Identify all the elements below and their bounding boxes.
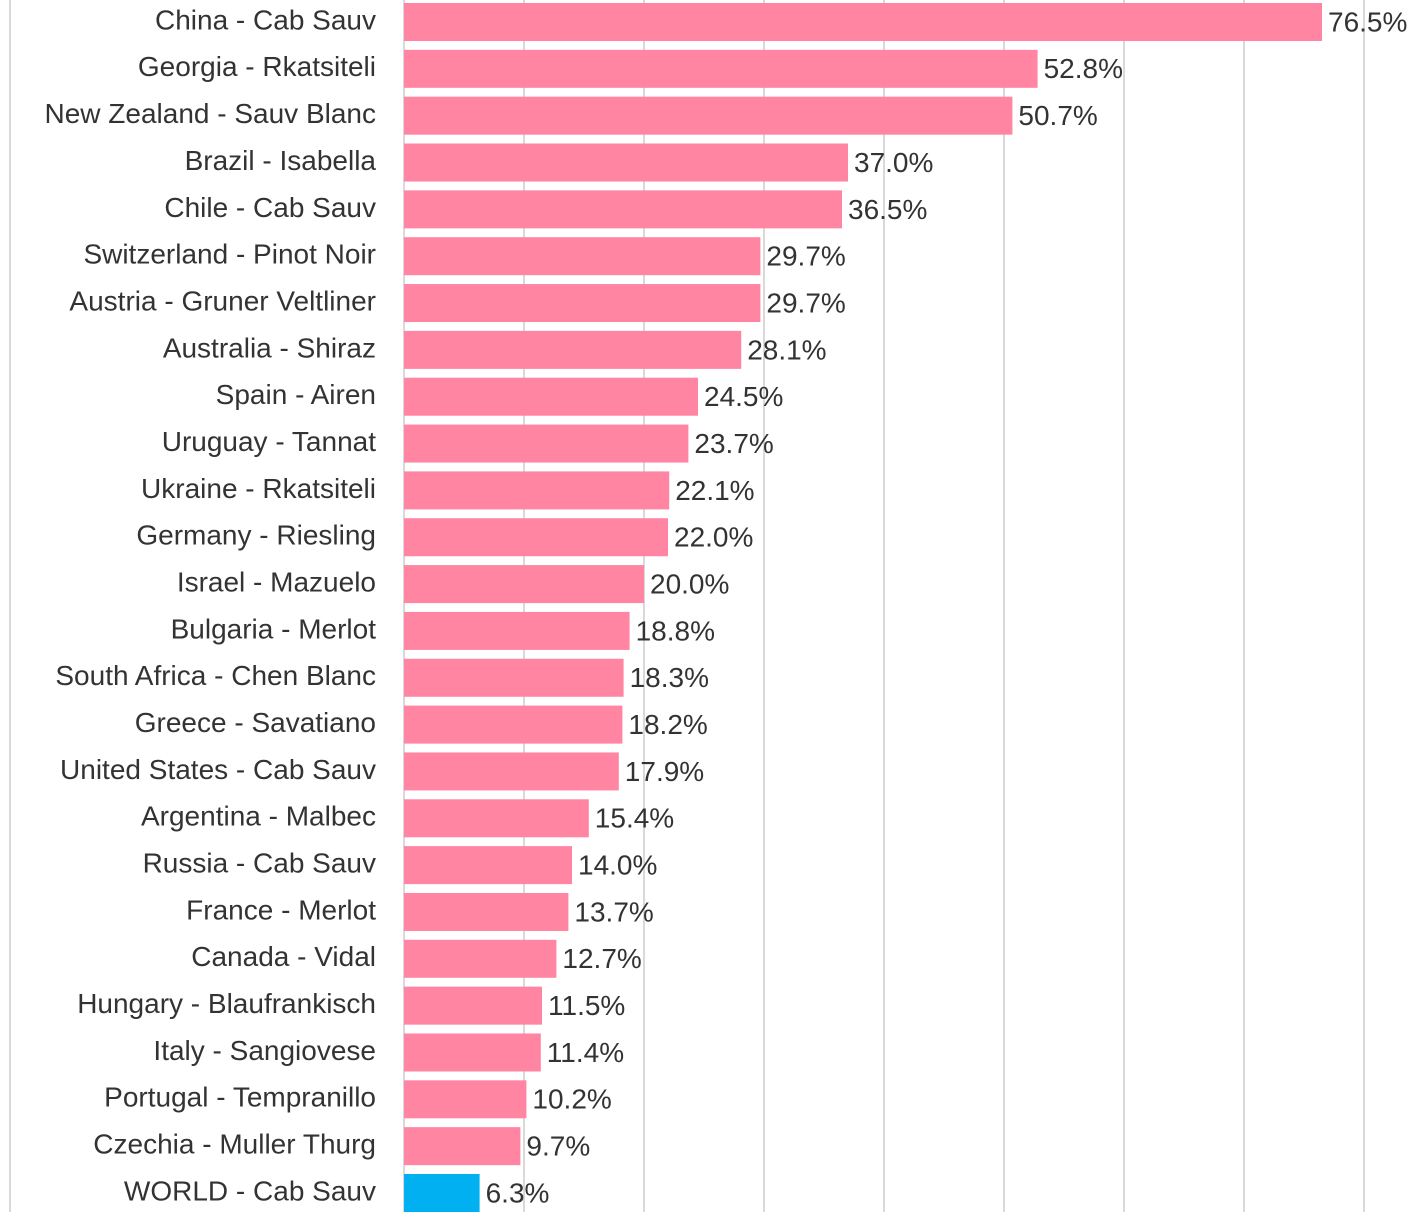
value-label: 50.7% xyxy=(1018,100,1097,131)
y-tick-label: South Africa - Chen Blanc xyxy=(55,660,376,691)
y-tick-label: Argentina - Malbec xyxy=(141,801,376,832)
value-label: 20.0% xyxy=(650,568,729,599)
y-tick-label: Israel - Mazuelo xyxy=(177,566,376,597)
bar xyxy=(404,330,742,369)
value-label: 37.0% xyxy=(854,147,933,178)
bar xyxy=(404,799,589,838)
value-label: 24.5% xyxy=(704,381,783,412)
y-tick-label: Italy - Sangiovese xyxy=(153,1035,376,1066)
y-tick-label: Australia - Shiraz xyxy=(163,332,376,363)
bar xyxy=(404,892,569,931)
y-tick-label: Switzerland - Pinot Noir xyxy=(83,239,376,270)
bar xyxy=(404,565,644,604)
bar xyxy=(404,658,624,697)
bar xyxy=(404,939,557,978)
y-tick-label: Germany - Riesling xyxy=(136,520,376,551)
bar xyxy=(404,237,761,276)
y-tick-label: Chile - Cab Sauv xyxy=(164,192,376,223)
y-tick-label: Uruguay - Tannat xyxy=(162,426,377,457)
bar xyxy=(404,1127,521,1166)
value-label: 23.7% xyxy=(694,428,773,459)
y-tick-label: WORLD - Cab Sauv xyxy=(124,1175,376,1206)
value-label: 52.8% xyxy=(1044,53,1123,84)
y-tick-label: Ukraine - Rkatsiteli xyxy=(141,473,376,504)
y-tick-label: Georgia - Rkatsiteli xyxy=(138,51,376,82)
value-label: 76.5% xyxy=(1328,6,1407,37)
value-label: 22.1% xyxy=(675,475,754,506)
value-label: 22.0% xyxy=(674,522,753,553)
value-label: 29.7% xyxy=(766,287,845,318)
y-tick-label: Brazil - Isabella xyxy=(185,145,377,176)
value-label: 12.7% xyxy=(562,943,641,974)
value-label: 11.5% xyxy=(548,990,625,1021)
value-label: 36.5% xyxy=(848,194,927,225)
bar xyxy=(404,3,1322,41)
value-label: 17.9% xyxy=(625,756,704,787)
bar xyxy=(404,471,670,510)
value-label: 14.0% xyxy=(578,850,657,881)
bar xyxy=(404,1174,480,1212)
y-tick-label: United States - Cab Sauv xyxy=(60,754,376,785)
value-label: 6.3% xyxy=(486,1177,550,1208)
y-tick-label: Russia - Cab Sauv xyxy=(143,848,376,879)
y-tick-label: Portugal - Tempranillo xyxy=(104,1082,376,1113)
value-label: 13.7% xyxy=(574,896,653,927)
y-tick-label: Spain - Airen xyxy=(216,379,376,410)
bar xyxy=(404,424,689,463)
value-label: 18.2% xyxy=(628,709,707,740)
y-tick-label: Greece - Savatiano xyxy=(135,707,376,738)
bar xyxy=(404,752,619,791)
y-tick-label: Hungary - Blaufrankisch xyxy=(77,988,376,1019)
value-label: 28.1% xyxy=(747,334,826,365)
bar xyxy=(404,1080,527,1119)
bar xyxy=(404,143,848,182)
y-tick-label: France - Merlot xyxy=(186,894,376,925)
bar xyxy=(404,518,668,557)
bar xyxy=(404,190,842,229)
y-tick-label: New Zealand - Sauv Blanc xyxy=(44,98,376,129)
value-label: 11.4% xyxy=(547,1037,624,1068)
value-label: 10.2% xyxy=(532,1084,611,1115)
bar xyxy=(404,986,542,1025)
bar xyxy=(404,284,761,323)
bar xyxy=(404,705,623,744)
value-label: 9.7% xyxy=(526,1131,590,1162)
value-label: 18.3% xyxy=(630,662,709,693)
bar xyxy=(404,49,1038,88)
y-tick-label: Bulgaria - Merlot xyxy=(171,613,377,644)
bar xyxy=(404,377,698,416)
value-label: 29.7% xyxy=(766,241,845,272)
value-label: 15.4% xyxy=(595,803,674,834)
bar xyxy=(404,1033,541,1072)
bar xyxy=(404,96,1013,135)
bar xyxy=(404,846,572,885)
value-label: 18.8% xyxy=(636,615,715,646)
y-tick-label: Canada - Vidal xyxy=(191,941,376,972)
y-tick-label: Czechia - Muller Thurg xyxy=(93,1129,376,1160)
y-tick-label: China - Cab Sauv xyxy=(155,4,376,35)
bar xyxy=(404,611,630,650)
y-tick-label: Austria - Gruner Veltliner xyxy=(69,285,376,316)
